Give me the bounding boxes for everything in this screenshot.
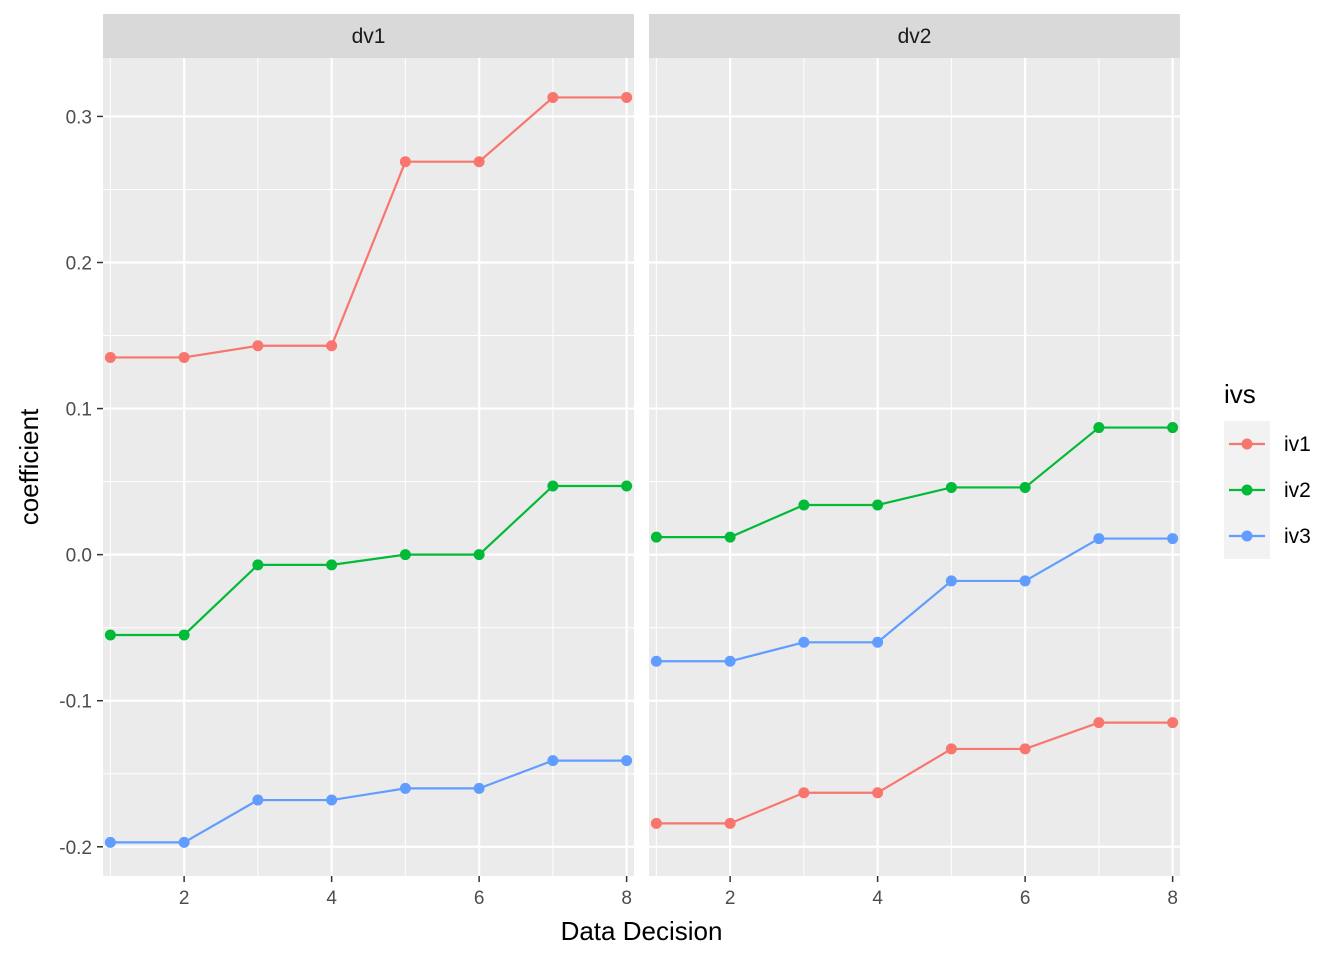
series-line-iv2 <box>656 426 1173 539</box>
data-point-iv1 <box>547 91 559 103</box>
data-point-iv3 <box>1019 575 1031 587</box>
data-point-iv1 <box>872 787 884 799</box>
data-point-iv2 <box>399 549 411 561</box>
data-point-iv2 <box>252 559 264 571</box>
data-point-iv2 <box>798 499 810 511</box>
series-line-iv2 <box>110 484 627 637</box>
x-tick-label: 6 <box>1020 888 1031 909</box>
panel-background <box>649 58 1180 876</box>
data-point-iv3 <box>326 794 338 806</box>
y-tick-label: 0.1 <box>66 400 92 421</box>
legend-key-point <box>1241 484 1253 496</box>
data-point-iv3 <box>1167 533 1179 545</box>
legend-entry-iv1: iv1 <box>1224 421 1311 467</box>
data-point-iv1 <box>252 340 264 352</box>
legend-entry-iv2: iv2 <box>1224 467 1311 513</box>
series-line-iv1 <box>110 96 627 359</box>
data-point-iv1 <box>1167 717 1179 729</box>
x-tick-label: 8 <box>621 888 632 909</box>
legend-title: ivs <box>1224 379 1256 409</box>
data-point-iv3 <box>399 782 411 794</box>
series-line-iv1 <box>656 721 1173 825</box>
data-point-iv2 <box>178 629 190 641</box>
data-point-iv3 <box>547 755 559 767</box>
data-point-iv3 <box>178 836 190 848</box>
x-tick-label: 4 <box>872 888 883 909</box>
data-point-iv1 <box>399 156 411 168</box>
data-point-iv2 <box>945 481 957 493</box>
strip-background <box>649 14 1180 58</box>
y-tick-label: -0.1 <box>59 692 92 713</box>
data-point-iv2 <box>547 480 559 492</box>
data-point-iv3 <box>650 655 662 667</box>
data-point-iv2 <box>104 629 116 641</box>
data-point-iv3 <box>945 575 957 587</box>
x-tick-label: 6 <box>474 888 485 909</box>
data-point-iv2 <box>621 480 633 492</box>
y-tick-label: 0.2 <box>66 254 92 275</box>
data-point-iv2 <box>872 499 884 511</box>
legend-entry-iv3: iv3 <box>1224 513 1311 559</box>
strip-label: dv1 <box>352 25 386 48</box>
legend-key-point <box>1241 530 1253 542</box>
data-point-iv2 <box>326 559 338 571</box>
data-point-iv2 <box>473 549 485 561</box>
data-point-iv2 <box>650 531 662 543</box>
data-point-iv1 <box>326 340 338 352</box>
series-line-iv3 <box>656 537 1173 663</box>
data-point-iv1 <box>104 351 116 363</box>
legend: ivs iv1 iv2 iv3 <box>1224 379 1311 559</box>
data-point-iv1 <box>473 156 485 168</box>
series-line-iv3 <box>110 759 627 844</box>
data-point-iv3 <box>104 836 116 848</box>
y-tick-label: 0.3 <box>66 107 92 128</box>
y-tick-label: -0.2 <box>59 838 92 859</box>
data-point-iv3 <box>473 782 485 794</box>
x-tick-label: 2 <box>725 888 736 909</box>
data-point-iv1 <box>1019 743 1031 755</box>
data-point-iv3 <box>252 794 264 806</box>
strip-label: dv2 <box>898 25 932 48</box>
data-point-iv3 <box>621 755 633 767</box>
panel-dv1: dv1 2 4 6 8 -0.2 -0.1 0.0 0.1 0.2 0.3 <box>59 14 634 909</box>
data-point-iv1 <box>724 817 736 829</box>
legend-label: iv1 <box>1284 433 1311 456</box>
y-axis-title: coefficient <box>14 408 44 525</box>
data-point-iv3 <box>872 636 884 648</box>
panel-background <box>103 58 634 876</box>
strip-background <box>103 14 634 58</box>
x-axis-title: Data Decision <box>561 916 723 946</box>
data-point-iv1 <box>650 817 662 829</box>
legend-label: iv3 <box>1284 525 1311 548</box>
data-point-iv1 <box>621 91 633 103</box>
data-point-iv3 <box>724 655 736 667</box>
panel-dv2: dv2 2 4 6 8 <box>649 14 1180 909</box>
data-point-iv2 <box>1019 481 1031 493</box>
data-point-iv3 <box>1093 533 1105 545</box>
data-point-iv1 <box>798 787 810 799</box>
legend-label: iv2 <box>1284 479 1311 502</box>
data-point-iv2 <box>1093 422 1105 434</box>
data-point-iv2 <box>1167 422 1179 434</box>
x-tick-label: 8 <box>1167 888 1178 909</box>
data-point-iv2 <box>724 531 736 543</box>
data-point-iv1 <box>945 743 957 755</box>
y-tick-label: 0.0 <box>66 546 92 567</box>
legend-key-point <box>1241 438 1253 450</box>
data-point-iv1 <box>1093 717 1105 729</box>
data-point-iv3 <box>798 636 810 648</box>
x-tick-label: 4 <box>326 888 337 909</box>
data-point-iv1 <box>178 351 190 363</box>
x-tick-label: 2 <box>179 888 190 909</box>
